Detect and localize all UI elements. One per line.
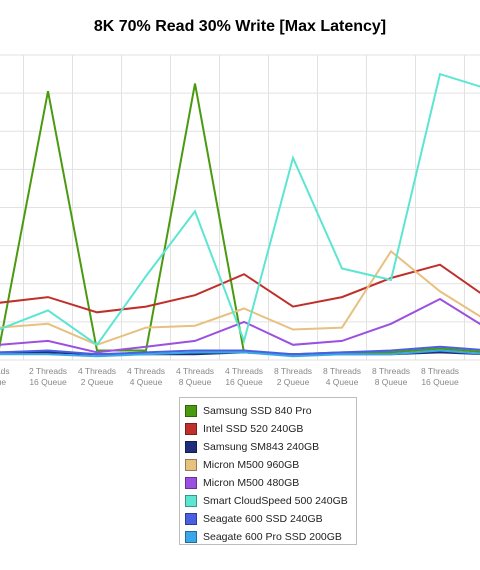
series-line-intel-ssd-520-240gb xyxy=(0,263,480,314)
legend-label: Seagate 600 Pro SSD 200GB xyxy=(203,531,342,543)
x-tick-label: 2 Queue xyxy=(81,377,114,387)
series-line-micron-m500-960gb xyxy=(0,249,480,346)
x-tick-label: 4 Queue xyxy=(326,377,359,387)
x-tick-label: 16 Queue xyxy=(29,377,67,387)
chart-series xyxy=(0,72,480,358)
legend-swatch xyxy=(185,477,197,489)
legend-label: Micron M500 480GB xyxy=(203,477,300,489)
chart-title: 8K 70% Read 30% Write [Max Latency] xyxy=(93,18,387,35)
legend-swatch xyxy=(185,531,197,543)
x-tick-label: 4 Queue xyxy=(130,377,163,387)
x-tick-label: 8 Threads xyxy=(274,366,312,376)
legend-swatch xyxy=(185,405,197,417)
legend-item: Samsung SSD 840 Pro xyxy=(185,402,356,420)
legend-swatch xyxy=(185,513,197,525)
legend-label: Samsung SM843 240GB xyxy=(203,441,320,453)
legend-label: Intel SSD 520 240GB xyxy=(203,423,304,435)
x-tick-label: 4 Threads xyxy=(225,366,263,376)
x-tick-label: 8 Threads xyxy=(323,366,361,376)
x-tick-label: 8 Threads xyxy=(421,366,459,376)
legend-swatch xyxy=(185,459,197,471)
legend-swatch xyxy=(185,495,197,507)
x-tick-label: 8 Queue xyxy=(179,377,212,387)
x-tick-label: 4 Threads xyxy=(127,366,165,376)
series-line-seagate-600-pro-ssd-200gb xyxy=(0,349,480,358)
x-tick-label: 8 Threads xyxy=(372,366,410,376)
legend-item: Intel SSD 520 240GB xyxy=(185,420,356,438)
x-tick-label: 16 Queue xyxy=(421,377,459,387)
legend-item: Samsung SM843 240GB xyxy=(185,438,356,456)
series-line-seagate-600-ssd-240gb xyxy=(0,345,480,356)
legend-item: Micron M500 480GB xyxy=(185,474,356,492)
legend-item: Smart CloudSpeed 500 240GB xyxy=(185,492,356,510)
x-tick-label: 16 Queue xyxy=(225,377,263,387)
series-line-smart-cloudspeed-500-240gb xyxy=(0,72,480,347)
x-tick-label: eue xyxy=(0,377,6,387)
x-tick-label: 4 Threads xyxy=(176,366,214,376)
x-tick-label: 4 Threads xyxy=(78,366,116,376)
series-line-micron-m500-480gb xyxy=(0,297,480,354)
x-tick-label: 2 Threads xyxy=(29,366,67,376)
x-tick-label: 8 Queue xyxy=(375,377,408,387)
legend-item: Micron M500 960GB xyxy=(185,456,356,474)
legend-swatch xyxy=(185,423,197,435)
legend-swatch xyxy=(185,441,197,453)
legend-label: Seagate 600 SSD 240GB xyxy=(203,513,323,525)
chart-legend: Samsung SSD 840 Pro Intel SSD 520 240GB Sa… xyxy=(179,397,357,545)
legend-label: Micron M500 960GB xyxy=(203,459,300,471)
legend-item: Seagate 600 Pro SSD 200GB xyxy=(185,528,356,546)
legend-label: Smart CloudSpeed 500 240GB xyxy=(203,495,348,507)
legend-item: Seagate 600 SSD 240GB xyxy=(185,510,356,528)
legend-label: Samsung SSD 840 Pro xyxy=(203,405,312,417)
x-tick-label: reads xyxy=(0,366,10,376)
x-tick-label: 2 Queue xyxy=(277,377,310,387)
